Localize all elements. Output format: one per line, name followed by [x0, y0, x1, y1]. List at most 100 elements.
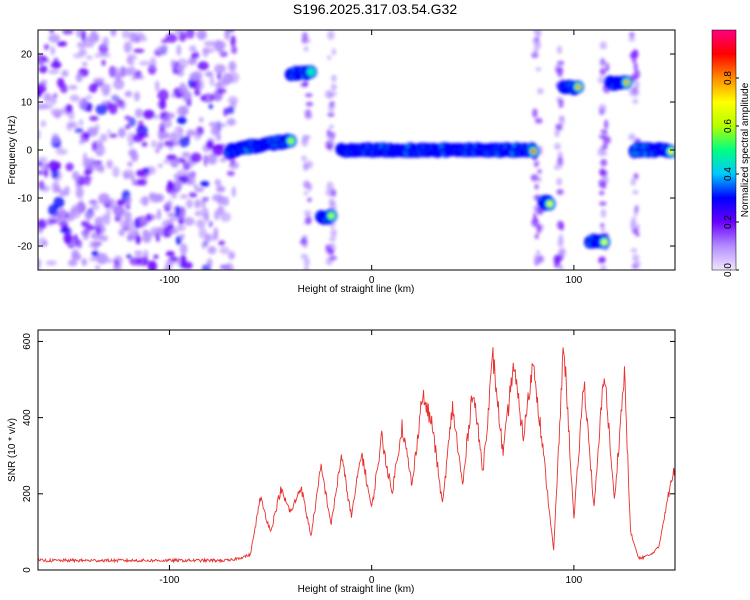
noise-blob: [190, 152, 202, 163]
spectral-feature: [628, 142, 675, 158]
noise-blob: [157, 89, 169, 101]
noise-blob: [214, 209, 220, 221]
noise-blob: [41, 56, 49, 62]
noise-blob: [94, 53, 102, 58]
snr-background: [38, 330, 675, 570]
noise-blob: [225, 106, 235, 115]
noise-blob: [212, 194, 224, 202]
noise-blob: [79, 119, 84, 127]
noise-blob: [214, 178, 222, 187]
noise-blob: [147, 260, 158, 270]
strip-blob: [303, 266, 309, 270]
snr-ticks: -100 0 100 0 200 400 600: [22, 330, 675, 586]
strip-blob: [602, 143, 608, 151]
strip-blob: [303, 210, 312, 217]
strip-blob: [331, 74, 337, 82]
noise-blob: [117, 210, 129, 218]
noise-blob: [181, 151, 191, 158]
noise-blob: [215, 122, 227, 128]
noise-blob: [64, 185, 70, 197]
noise-blob: [203, 154, 208, 167]
noise-blob: [85, 55, 93, 60]
noise-blob: [214, 144, 225, 149]
noise-blob: [193, 131, 202, 141]
noise-blob: [231, 186, 236, 198]
noise-blob: [165, 250, 175, 257]
noise-blob: [122, 169, 135, 179]
strip-blob: [599, 60, 607, 67]
noise-blob: [129, 31, 137, 43]
colorbar-tick-label: 0.6: [723, 119, 734, 133]
noise-blob: [93, 33, 100, 43]
noise-blob: [94, 265, 101, 270]
noise-blob: [133, 48, 145, 53]
noise-blob: [165, 259, 175, 267]
noise-blob: [63, 232, 73, 244]
strip-blob: [534, 161, 539, 168]
noise-blob: [144, 167, 150, 173]
noise-blob: [50, 96, 57, 105]
noise-blob: [99, 133, 108, 142]
noise-blob: [98, 235, 109, 242]
noise-blob: [62, 30, 74, 35]
noise-blob: [155, 147, 160, 154]
spectral-feature: [604, 75, 633, 91]
strip-blob: [599, 67, 606, 76]
strip-blob: [598, 256, 606, 262]
strip-blob: [633, 173, 639, 180]
noise-blob: [168, 229, 179, 235]
noise-blob: [208, 121, 219, 127]
noise-blob: [82, 232, 90, 241]
strip-blob: [600, 169, 608, 178]
noise-blob: [115, 72, 122, 83]
noise-blob: [194, 89, 201, 96]
noise-blob: [178, 136, 190, 148]
noise-blob: [113, 205, 122, 213]
noise-blob: [69, 94, 80, 102]
strip-blob: [536, 224, 542, 234]
noise-blob: [142, 231, 152, 243]
feature-core: [288, 138, 294, 144]
noise-blob: [223, 267, 233, 270]
strip-blob: [555, 123, 562, 131]
noise-blob: [77, 175, 86, 187]
strip-blob: [302, 241, 308, 249]
noise-blob: [138, 178, 148, 186]
strip-blob: [328, 91, 334, 99]
noise-blob: [148, 192, 156, 199]
strip-blob: [535, 31, 542, 37]
noise-blob: [96, 252, 108, 265]
noise-blob: [126, 197, 132, 204]
noise-blob: [189, 72, 201, 81]
noise-blob: [228, 60, 237, 72]
noise-blob: [226, 118, 236, 126]
noise-blob: [85, 224, 97, 231]
strip-blob: [558, 115, 565, 121]
noise-blob: [106, 159, 113, 169]
strip-blob: [306, 160, 313, 169]
noise-blob: [215, 185, 226, 193]
noise-blob: [142, 109, 155, 120]
noise-blob: [121, 30, 131, 39]
noise-blob: [222, 196, 229, 206]
noise-blob: [38, 65, 48, 74]
noise-blob: [81, 62, 88, 67]
noise-blob: [55, 161, 61, 170]
noise-blob: [127, 161, 133, 167]
noise-blob: [81, 258, 88, 267]
noise-blob: [83, 168, 90, 177]
noise-blob: [214, 64, 226, 74]
strip-blob: [328, 135, 335, 141]
strip-blob: [303, 46, 309, 52]
noise-blob: [97, 164, 105, 173]
noise-blob: [177, 127, 184, 138]
snr-marks: [38, 347, 675, 564]
noise-blob: [127, 116, 136, 127]
noise-blob: [213, 39, 224, 52]
strip-blob: [301, 234, 308, 240]
strip-blob: [329, 101, 335, 107]
noise-blob: [179, 194, 188, 199]
x-tick-label: -100: [159, 275, 179, 286]
noise-blob: [179, 243, 188, 255]
noise-blob: [231, 45, 238, 55]
